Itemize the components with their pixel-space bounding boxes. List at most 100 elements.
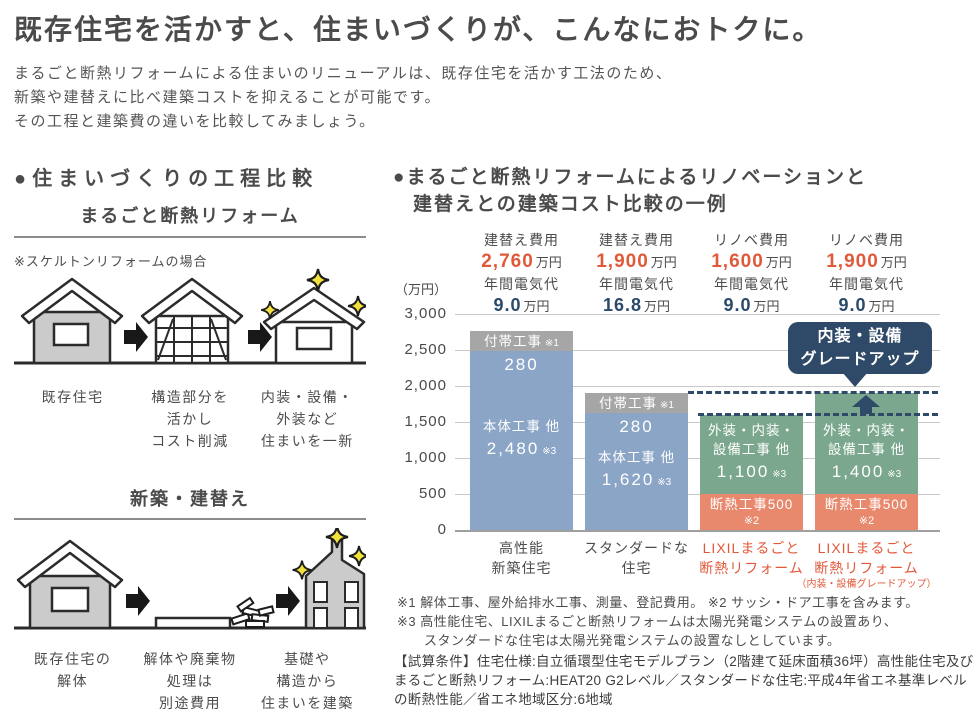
bar-segment-label: 付帯工事 ※1 280 — [585, 395, 688, 439]
upgrade-callout-line: 内装・設備 — [817, 328, 903, 345]
step-label: 既存住宅 — [41, 389, 104, 405]
gridline — [455, 530, 940, 532]
rebuild-divider — [14, 518, 366, 520]
sparkle-icon — [306, 268, 330, 292]
y-tick: 2,500 — [404, 341, 447, 358]
bar-segment: 付帯工事 ※1 280 — [470, 331, 573, 374]
x-axis-label-line: 高性能 — [499, 540, 544, 556]
y-tick: 1,500 — [404, 413, 447, 430]
y-axis-unit-label: （万円） — [394, 282, 447, 297]
intro-line: その工程と建築費の違いを比較してみましょう。 — [14, 113, 376, 130]
bar-segment-label: 付帯工事 ※1 280 — [470, 333, 573, 377]
bar-header-line: 建替え費用 — [484, 232, 559, 248]
x-axis-label-line: （内装・設備グレードアップ） — [796, 579, 937, 590]
debris-icon — [230, 596, 275, 628]
bar-segment-label-line: 2,480 ※3 — [486, 438, 557, 458]
sparkle-icon — [347, 295, 366, 317]
step-label: 構造部分を 活かし コスト削減 — [151, 389, 229, 449]
bar-header: リノベ費用 1,600 万円年間電気代 9.0 万円 — [674, 230, 830, 318]
bar-segment-label-line: 付帯工事 ※1 — [484, 334, 559, 350]
x-axis-label-line: スタンダードな — [584, 540, 689, 556]
footnote-1: ※1 解体工事、屋外給排水工事、測量、登記費用。 ※2 サッシ・ドア工事を含みま… — [397, 595, 919, 610]
callout-tail — [842, 372, 868, 387]
bar-segment-label: 外装・内装・ 設備工事 他 1,100 ※3 — [700, 415, 803, 494]
dashed-target-line — [698, 412, 938, 416]
bar-header-line: 2,760 万円 — [481, 251, 562, 272]
y-tick: 1,000 — [404, 449, 447, 466]
bar-header-line: 年間電気代 — [714, 276, 789, 292]
bar-header: リノベ費用 1,900 万円 年間電気代 9.0 万円 — [789, 230, 945, 318]
gridline — [455, 314, 940, 315]
reform-steps: 既存住宅 構造部分を 活かし コスト削減 内装・設備・ 外装など 住まいを一新 — [14, 386, 366, 452]
empty-lot-icon — [154, 596, 275, 630]
x-axis-label: LIXILまるごと 断熱リフォーム （内装・設備グレードアップ） — [779, 538, 955, 592]
bar-header-line: 年間電気代 — [484, 276, 559, 292]
bar-segment-label: 本体工事 他 2,480 ※3 — [470, 351, 573, 530]
new-house-icon — [292, 528, 366, 630]
page-title: 既存住宅を活かすと、住まいづくりが、こんなにおトクに。 — [14, 14, 823, 45]
sparkle-icon — [261, 301, 279, 319]
x-axis-label-line: 住宅 — [621, 560, 652, 576]
sparkle-icon — [292, 560, 312, 580]
bar-header-line: 年間電気代 — [599, 276, 674, 292]
footnote-3: スタンダードな住宅は太陽光発電システムの設置なしとしています。 — [424, 633, 841, 648]
bar-segment: 外装・内装・ 設備工事 他 1,100 ※3 — [700, 414, 803, 494]
step-label: 基礎や 構造から 住まいを建築 — [260, 651, 354, 711]
footnote-2: ※3 高性能住宅、LIXILまるごと断熱リフォームは太陽光発電システムの設置あり… — [397, 614, 898, 629]
bar-header-line: 9.0 万円 — [493, 295, 550, 315]
gridline — [455, 458, 940, 459]
bar-segment-label-line: 280 — [619, 417, 654, 437]
bar-segment-label: 断熱工事500 ※2 — [815, 494, 918, 530]
conditions-note: 【試算条件】住宅仕様:自立循環型住宅モデルプラン（2階建て延床面積36坪）高性能… — [394, 654, 974, 707]
step-label: 解体や廃棄物 処理は 別途費用 — [143, 651, 237, 711]
bar-header: 建替え費用 2,760 万円年間電気代 9.0 万円 — [444, 230, 600, 318]
bar-segment-label-line: 1,400 ※3 — [831, 462, 902, 482]
bar-segment-label-line: 1,100 ※3 — [716, 461, 787, 481]
x-axis-label-line: 断熱リフォーム — [699, 560, 804, 576]
bar-header-line: 9.0 万円 — [838, 295, 895, 315]
bar-header-line: 1,600 万円 — [711, 251, 792, 272]
bar-segment-label-line: ※2 — [858, 515, 875, 527]
intro-line: まるごと断熱リフォームによる住まいのリニューアルは、既存住宅を活かす工法のため、 — [14, 65, 673, 82]
bar-segment-label-line: 1,620 ※3 — [601, 469, 672, 489]
arrow-right-icon — [126, 586, 150, 616]
bar-header-line: リノベ費用 — [714, 232, 789, 248]
bar-segment-label-line: 外装・内装・ — [708, 422, 795, 438]
existing-house-icon — [20, 277, 124, 365]
upgrade-callout: 内装・設備 グレードアップ — [788, 322, 932, 374]
x-axis-label: 高性能 新築住宅 — [434, 538, 610, 578]
upgrade-arrow-icon — [852, 395, 880, 414]
y-tick: 3,000 — [404, 305, 447, 322]
upgrade-callout-line: グレードアップ — [800, 351, 920, 368]
demolition-house-icon — [16, 539, 124, 630]
sparkle-icon — [325, 528, 349, 549]
step-label: 既存住宅の 解体 — [33, 651, 112, 689]
x-axis-label-line: 断熱リフォーム — [814, 560, 919, 576]
y-tick: 0 — [437, 521, 447, 538]
x-axis-label-line: 新築住宅 — [491, 560, 552, 576]
bar-header-line: 9.0 万円 — [723, 295, 780, 315]
reform-illustration — [14, 268, 366, 365]
bar-segment-label-line: 断熱工事500 — [824, 497, 909, 512]
intro-text: まるごと断熱リフォームによる住まいのリニューアルは、既存住宅を活かす工法のため、… — [14, 62, 672, 134]
arrow-right-icon — [124, 322, 148, 352]
bar-header-line: 建替え費用 — [599, 232, 674, 248]
bar-header-line: 1,900 万円 — [826, 251, 907, 272]
bar-segment-label-line: 本体工事 他 — [597, 449, 676, 465]
gridline — [455, 422, 940, 423]
x-axis-label-line: LIXILまるごと — [702, 540, 801, 556]
reform-divider — [14, 236, 366, 238]
bar-header-line: リノベ費用 — [829, 232, 904, 248]
bar-segment-label-line: 付帯工事 ※1 — [599, 396, 674, 412]
bar-segment-label-line: 設備工事 他 — [712, 441, 791, 457]
reform-title: まるごと断熱リフォーム — [80, 206, 300, 226]
bar-segment: 本体工事 他 2,480 ※3 — [470, 351, 573, 530]
renewed-house-icon — [261, 268, 366, 365]
bar-segment: 断熱工事500 ※2 — [700, 494, 803, 530]
intro-line: 新築や建替えに比べ建築コストを抑えることが可能です。 — [14, 89, 442, 106]
y-tick: 500 — [418, 485, 447, 502]
x-axis-label: スタンダードな 住宅 — [549, 538, 725, 578]
reform-note: ※スケルトンリフォームの場合 — [14, 254, 208, 269]
gridline — [455, 494, 940, 495]
process-heading: ●住まいづくりの工程比較 — [14, 168, 319, 190]
